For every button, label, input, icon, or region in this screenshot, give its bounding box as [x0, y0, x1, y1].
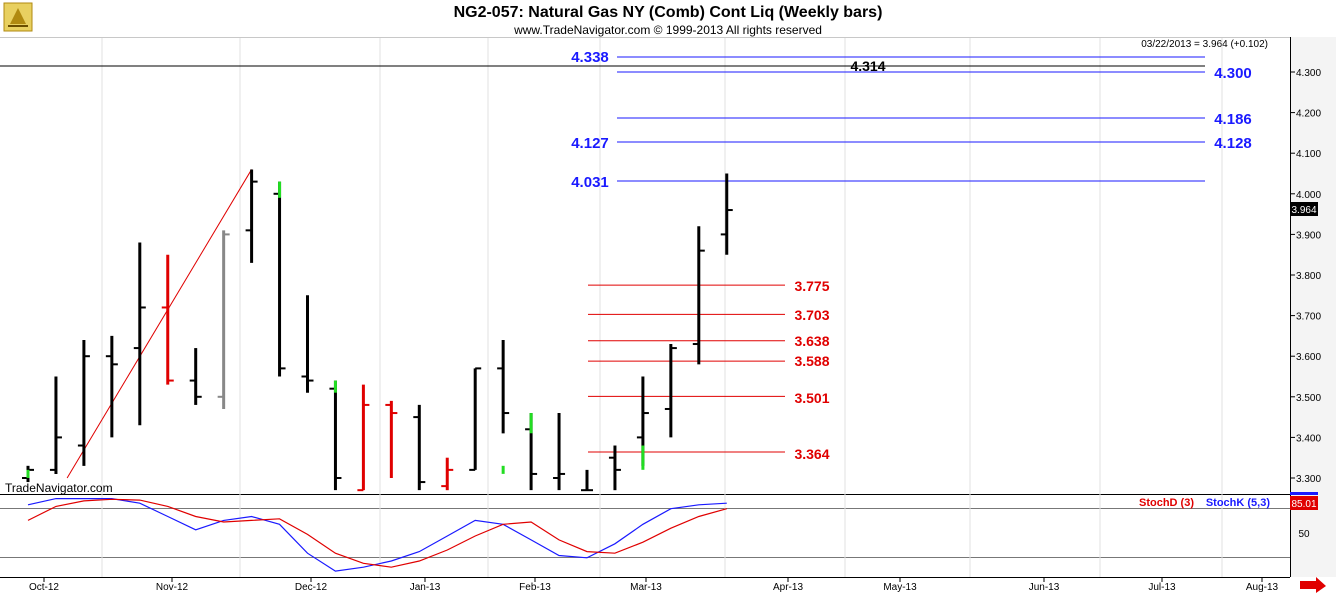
trend-line	[66, 169, 253, 479]
stoch-last-box	[1290, 496, 1318, 510]
time-tick-label: Feb-13	[519, 582, 551, 593]
level-label: 3.703	[794, 307, 829, 323]
stochk-line	[27, 498, 727, 572]
level-label: 4.031	[571, 174, 609, 191]
chart-title: NG2-057: Natural Gas NY (Comb) Cont Liq …	[454, 4, 883, 21]
price-tick-label: 3.800	[1296, 271, 1321, 282]
stoch-tick-50: 50	[1298, 529, 1310, 540]
fib-levels: 4.338 4.314 4.300 4.186 4.127 4.128 4.031 3.775…	[0, 49, 1252, 462]
last-price-label: 3.964	[1291, 205, 1316, 216]
stochk-legend[interactable]: StochK (5,3)	[1206, 497, 1271, 509]
time-tick-label: Nov-12	[156, 582, 189, 593]
level-label: 4.300	[1214, 65, 1252, 82]
watermark-text: TradeNavigator.com	[5, 481, 113, 495]
level-label: 4.127	[571, 135, 609, 152]
level-label: 4.338	[571, 49, 609, 66]
time-tick-label: Aug-13	[1246, 582, 1279, 593]
stochk-last-marker	[1290, 492, 1318, 495]
copyright-text: www.TradeNavigator.com © 1999-2013 All r…	[513, 23, 822, 37]
level-label: 3.638	[794, 333, 829, 349]
level-label: 4.186	[1214, 111, 1252, 128]
price-tick-label: 3.300	[1296, 474, 1321, 485]
price-tick-label: 3.400	[1296, 433, 1321, 444]
stochd-legend[interactable]: StochD (3)	[1139, 497, 1194, 509]
level-label: 3.364	[794, 446, 829, 462]
price-tick-label: 4.100	[1296, 149, 1321, 160]
time-grid	[101, 38, 1223, 577]
time-tick-label: Jul-13	[1148, 582, 1176, 593]
time-tick-label: Oct-12	[29, 582, 59, 593]
stochastic-panel	[27, 498, 727, 572]
price-tick-label: 3.900	[1296, 230, 1321, 241]
trend-line-segment	[66, 169, 253, 479]
stochd-line	[27, 498, 727, 568]
price-tick-label: 3.700	[1296, 312, 1321, 323]
price-bars	[22, 169, 733, 492]
time-tick-label: Jun-13	[1029, 582, 1060, 593]
price-tick-label: 4.000	[1296, 190, 1321, 201]
level-label: 4.128	[1214, 135, 1252, 152]
last-price-box	[1290, 202, 1318, 216]
price-tick-label: 3.500	[1296, 393, 1321, 404]
scroll-right-arrow-icon[interactable]	[1300, 577, 1326, 593]
time-tick-label: Mar-13	[630, 582, 662, 593]
price-tick-label: 4.300	[1296, 68, 1321, 79]
time-tick-label: Dec-12	[295, 582, 328, 593]
price-tick-label: 4.200	[1296, 109, 1321, 120]
level-label: 4.314	[850, 58, 885, 74]
stoch-last-label: 85.01	[1291, 499, 1316, 510]
logo-icon	[3, 2, 33, 32]
time-axis: Oct-12 Nov-12 Dec-12 Jan-13 Feb-13 Mar-13 Apr-…	[29, 577, 1279, 593]
level-label: 3.588	[794, 353, 829, 369]
price-axis: 4.300 4.200 4.100 4.000 3.900 3.800 3.700 3.600…	[1290, 68, 1321, 485]
time-tick-label: May-13	[883, 582, 917, 593]
time-tick-label: Jan-13	[410, 582, 441, 593]
quote-readout: 03/22/2013 = 3.964 (+0.102)	[1141, 39, 1268, 50]
time-tick-label: Apr-13	[773, 582, 803, 593]
price-tick-label: 3.600	[1296, 352, 1321, 363]
level-label: 3.501	[794, 390, 829, 406]
level-label: 3.775	[794, 278, 829, 294]
